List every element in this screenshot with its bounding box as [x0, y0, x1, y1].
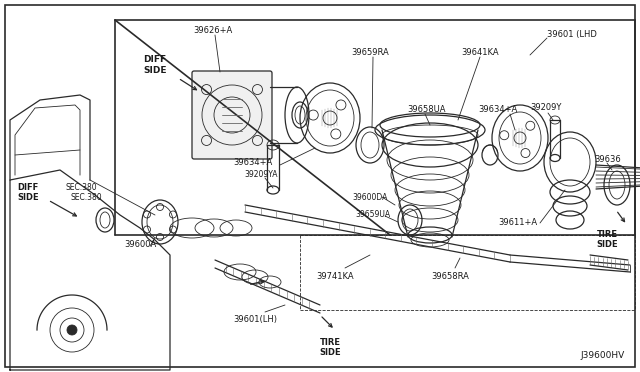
Text: 39634+A: 39634+A	[233, 158, 272, 167]
Text: 39626+A: 39626+A	[193, 26, 232, 35]
Text: TIRE: TIRE	[319, 338, 340, 347]
Text: 39641KA: 39641KA	[461, 48, 499, 57]
Text: SIDE: SIDE	[319, 348, 341, 357]
Text: 39601 (LHD: 39601 (LHD	[547, 30, 597, 39]
Text: SIDE: SIDE	[596, 240, 618, 249]
Text: 39658UA: 39658UA	[407, 105, 445, 114]
Text: SEC.380: SEC.380	[70, 193, 102, 202]
Text: 39209YA: 39209YA	[244, 170, 278, 179]
Text: SIDE: SIDE	[143, 66, 167, 75]
Text: DIFF: DIFF	[143, 55, 166, 64]
Text: 39636: 39636	[594, 155, 621, 164]
Text: 39209Y: 39209Y	[530, 103, 561, 112]
Text: 39634+A: 39634+A	[478, 105, 517, 114]
Text: TIRE: TIRE	[596, 230, 618, 239]
FancyBboxPatch shape	[192, 71, 272, 159]
Text: 39658RA: 39658RA	[431, 272, 469, 281]
Text: J39600HV: J39600HV	[580, 351, 625, 360]
Text: 39741KA: 39741KA	[316, 272, 354, 281]
Text: 39611+A: 39611+A	[498, 218, 537, 227]
Text: SEC.380: SEC.380	[65, 183, 97, 192]
Text: 39659RA: 39659RA	[351, 48, 389, 57]
Text: 39600DA: 39600DA	[352, 193, 387, 202]
Text: DIFF: DIFF	[17, 183, 38, 192]
Circle shape	[67, 325, 77, 335]
Text: 39659UA: 39659UA	[355, 210, 390, 219]
Text: SIDE: SIDE	[17, 193, 39, 202]
Text: 39601(LH): 39601(LH)	[233, 315, 277, 324]
Text: 39600A: 39600A	[124, 240, 156, 249]
